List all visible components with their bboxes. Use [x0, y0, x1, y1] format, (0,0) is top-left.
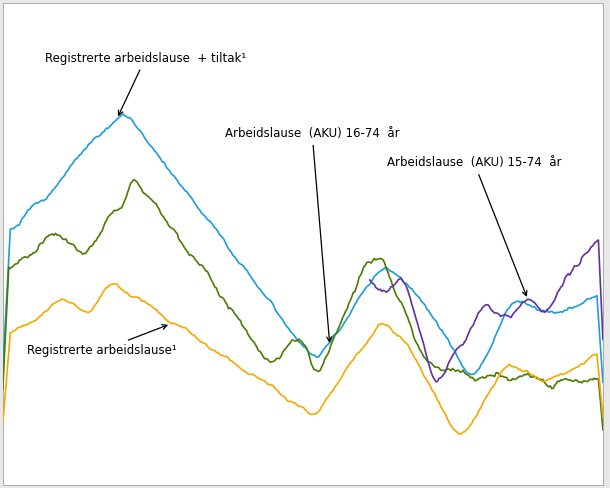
Text: Arbeidslause  (AKU) 16-74  år: Arbeidslause (AKU) 16-74 år [225, 127, 400, 342]
Text: Registrerte arbeidslause  + tiltak¹: Registrerte arbeidslause + tiltak¹ [45, 52, 246, 115]
Text: Registrerte arbeidslause¹: Registrerte arbeidslause¹ [27, 325, 176, 357]
Text: Arbeidslause  (AKU) 15-74  år: Arbeidslause (AKU) 15-74 år [387, 156, 561, 296]
